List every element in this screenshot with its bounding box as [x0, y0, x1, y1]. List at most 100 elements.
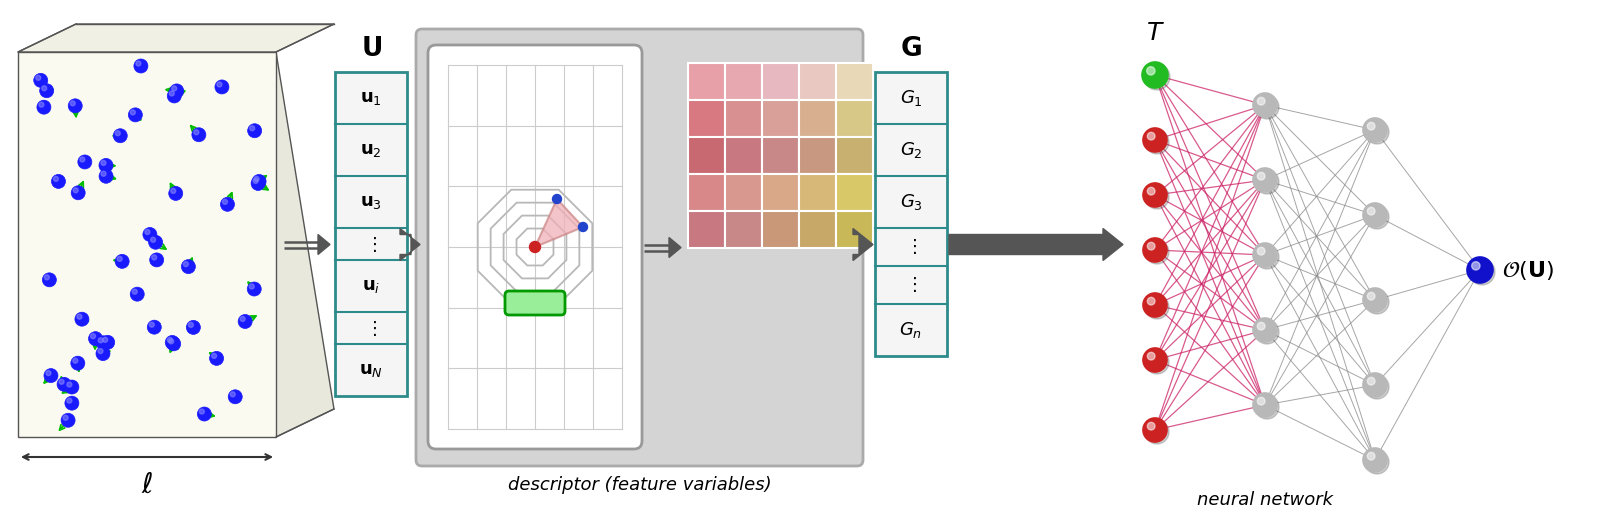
Circle shape — [1368, 452, 1375, 460]
Text: $\vdots$: $\vdots$ — [364, 235, 377, 253]
Circle shape — [248, 124, 262, 138]
Bar — [835, 100, 873, 137]
Circle shape — [1145, 295, 1169, 319]
Text: $G_1$: $G_1$ — [900, 88, 923, 108]
Circle shape — [52, 174, 65, 188]
Circle shape — [149, 253, 164, 267]
Circle shape — [1143, 238, 1167, 262]
Circle shape — [230, 392, 235, 397]
Circle shape — [249, 284, 254, 289]
Circle shape — [142, 228, 157, 241]
Circle shape — [1143, 183, 1167, 207]
Circle shape — [1148, 422, 1154, 430]
Bar — [763, 211, 800, 248]
Text: $G_2$: $G_2$ — [900, 140, 923, 160]
Bar — [688, 63, 725, 100]
Circle shape — [100, 335, 115, 349]
Circle shape — [39, 102, 44, 107]
Circle shape — [1258, 247, 1264, 255]
Circle shape — [165, 335, 180, 349]
Circle shape — [1145, 420, 1169, 444]
Circle shape — [70, 101, 74, 106]
Circle shape — [62, 413, 74, 427]
Circle shape — [65, 396, 79, 410]
Bar — [800, 174, 835, 211]
Circle shape — [209, 352, 223, 365]
Polygon shape — [275, 52, 334, 437]
Circle shape — [1145, 350, 1169, 374]
Circle shape — [1258, 97, 1264, 105]
Polygon shape — [400, 229, 419, 260]
Text: $\mathbf{U}$: $\mathbf{U}$ — [361, 36, 382, 62]
Circle shape — [253, 174, 266, 189]
Circle shape — [117, 256, 121, 261]
Circle shape — [212, 354, 217, 358]
Polygon shape — [949, 229, 1124, 260]
Circle shape — [1143, 348, 1167, 372]
Bar — [688, 174, 725, 211]
Circle shape — [1141, 62, 1167, 88]
Bar — [725, 100, 763, 137]
Circle shape — [222, 199, 227, 204]
Bar — [800, 211, 835, 248]
Circle shape — [172, 86, 176, 91]
Circle shape — [96, 347, 110, 360]
Circle shape — [78, 155, 92, 169]
Circle shape — [1363, 373, 1387, 397]
Circle shape — [71, 356, 84, 370]
Bar — [835, 174, 873, 211]
Circle shape — [1258, 397, 1264, 405]
Circle shape — [144, 229, 151, 235]
Circle shape — [193, 128, 206, 142]
Circle shape — [170, 189, 176, 193]
Circle shape — [1148, 297, 1154, 305]
Circle shape — [115, 255, 130, 268]
Text: $T$: $T$ — [1146, 21, 1164, 45]
Circle shape — [71, 186, 86, 200]
Circle shape — [249, 126, 254, 131]
Circle shape — [91, 334, 96, 339]
Circle shape — [552, 194, 562, 203]
Circle shape — [168, 339, 173, 344]
Circle shape — [99, 159, 113, 172]
Circle shape — [215, 80, 228, 94]
Circle shape — [194, 130, 199, 135]
Text: $\mathbf{u}_N$: $\mathbf{u}_N$ — [359, 361, 384, 379]
Circle shape — [149, 322, 154, 327]
Circle shape — [89, 331, 102, 346]
Circle shape — [152, 255, 157, 260]
Circle shape — [78, 314, 83, 319]
FancyBboxPatch shape — [416, 29, 863, 466]
FancyBboxPatch shape — [505, 291, 565, 315]
Circle shape — [238, 315, 253, 328]
Circle shape — [133, 289, 138, 294]
Circle shape — [1468, 259, 1494, 285]
Polygon shape — [18, 52, 275, 437]
Circle shape — [1148, 353, 1154, 360]
Text: $\mathbf{u}_1$: $\mathbf{u}_1$ — [359, 89, 382, 107]
Circle shape — [1258, 172, 1264, 180]
Bar — [800, 137, 835, 174]
Bar — [835, 211, 873, 248]
Text: $\mathcal{O}(\mathbf{U})$: $\mathcal{O}(\mathbf{U})$ — [1502, 259, 1554, 281]
Circle shape — [1363, 288, 1387, 312]
Circle shape — [186, 320, 201, 335]
Circle shape — [1363, 118, 1387, 142]
Circle shape — [170, 84, 183, 98]
Circle shape — [254, 177, 259, 181]
Polygon shape — [317, 235, 330, 255]
Circle shape — [66, 398, 71, 403]
Bar — [688, 137, 725, 174]
Circle shape — [1368, 207, 1375, 215]
Circle shape — [34, 73, 47, 87]
Circle shape — [57, 377, 71, 391]
Circle shape — [65, 380, 79, 394]
Circle shape — [1365, 450, 1389, 474]
Circle shape — [1363, 203, 1387, 227]
Bar — [725, 211, 763, 248]
Circle shape — [1148, 187, 1154, 195]
Circle shape — [170, 91, 175, 96]
Circle shape — [1467, 257, 1493, 283]
Circle shape — [100, 160, 105, 165]
Circle shape — [1255, 170, 1279, 194]
